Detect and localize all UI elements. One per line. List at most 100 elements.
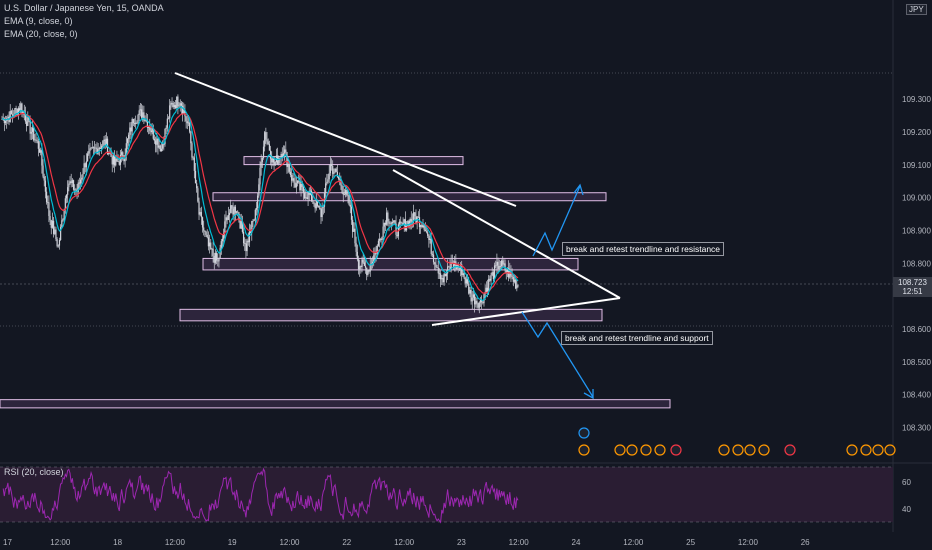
candle-body [121, 152, 123, 155]
candle-body [24, 114, 27, 122]
candle-body [241, 221, 244, 232]
event-marker[interactable] [578, 427, 590, 439]
candle-body [159, 145, 161, 152]
candle-body [361, 259, 363, 268]
candle-body [54, 229, 56, 234]
candle-body [515, 279, 517, 289]
ema-9-legend[interactable]: EMA (9, close, 0) [4, 16, 73, 26]
rsi-legend[interactable]: RSI (20, close) [4, 467, 64, 477]
event-marker[interactable] [872, 444, 884, 456]
candle-body [359, 266, 361, 270]
event-marker[interactable] [718, 444, 730, 456]
event-marker[interactable] [578, 444, 590, 456]
candle-body [11, 114, 14, 116]
candle-body [479, 299, 482, 303]
candle-body [10, 110, 12, 115]
candle-body [476, 300, 478, 304]
candle-body [68, 183, 70, 188]
candle-body [448, 266, 450, 268]
candle-body [142, 112, 144, 118]
candle-body [18, 108, 21, 111]
event-marker[interactable] [860, 444, 872, 456]
ema-20-legend[interactable]: EMA (20, close, 0) [4, 29, 78, 39]
candle-body [104, 139, 106, 145]
candle-body [70, 181, 72, 184]
candle-body [167, 118, 170, 120]
candle-body [352, 219, 354, 232]
candle-body [271, 158, 273, 163]
event-marker[interactable] [626, 444, 638, 456]
event-marker[interactable] [846, 444, 858, 456]
candle-body [65, 194, 68, 199]
candle-body [203, 227, 205, 231]
candle-body [269, 150, 272, 159]
candle-body [177, 96, 179, 107]
candle-body [182, 105, 184, 114]
candle-body [197, 188, 199, 202]
event-marker[interactable] [744, 444, 756, 456]
event-marker[interactable] [784, 444, 796, 456]
candle-body [499, 265, 502, 267]
candle-body [192, 157, 194, 159]
candle-body [345, 190, 347, 195]
price-zone-1 [243, 156, 464, 166]
event-marker[interactable] [884, 444, 896, 456]
candle-body [190, 131, 192, 144]
candle-body [139, 109, 141, 111]
candle-body [513, 279, 516, 282]
candle-body [478, 302, 480, 308]
event-marker[interactable] [758, 444, 770, 456]
candle-body [292, 178, 294, 181]
candle-body [200, 212, 202, 218]
currency-badge[interactable]: JPY [906, 4, 927, 15]
candle-body [150, 130, 152, 133]
candle-body [166, 118, 168, 128]
candle-body [156, 138, 158, 145]
candle-body [246, 240, 248, 252]
candle-body [176, 96, 178, 108]
candle-body [282, 153, 285, 157]
candle-body [436, 267, 438, 268]
candle-body [41, 150, 43, 166]
candle-body [445, 273, 448, 277]
candle-body [434, 262, 436, 265]
candle-body [390, 222, 392, 224]
last-price-label: 108.723 12:51 [893, 277, 932, 297]
event-marker[interactable] [670, 444, 682, 456]
candle-body [69, 181, 71, 184]
y-tick-label: 108.300 [902, 424, 931, 433]
candle-body [163, 144, 165, 145]
candle-body [245, 243, 247, 252]
candle-body [455, 261, 457, 270]
candle-body [489, 278, 491, 281]
candle-body [82, 174, 84, 178]
candle-body [300, 183, 302, 191]
candle-body [235, 211, 238, 213]
candle-body [293, 178, 295, 183]
candle-body [208, 242, 211, 247]
bullish-arrowhead [573, 183, 584, 196]
candle-body [502, 260, 504, 265]
event-marker[interactable] [654, 444, 666, 456]
candle-body [311, 190, 313, 201]
symbol-title[interactable]: U.S. Dollar / Japanese Yen, 15, OANDA [4, 3, 164, 13]
candle-body [231, 205, 233, 209]
candle-body [204, 230, 206, 232]
event-marker[interactable] [732, 444, 744, 456]
candle-body [146, 119, 149, 128]
candle-body [417, 216, 419, 218]
candle-body [469, 289, 471, 294]
event-marker[interactable] [614, 444, 626, 456]
candle-body [137, 115, 139, 123]
candle-body [153, 138, 156, 141]
candle-body [299, 181, 301, 191]
candle-body [38, 148, 41, 153]
candle-body [20, 103, 22, 111]
event-marker[interactable] [640, 444, 652, 456]
candle-body [4, 120, 7, 124]
candle-body [342, 192, 344, 195]
y-tick-label: 109.000 [902, 194, 931, 203]
candle-body [242, 231, 245, 244]
candle-body [64, 198, 66, 210]
